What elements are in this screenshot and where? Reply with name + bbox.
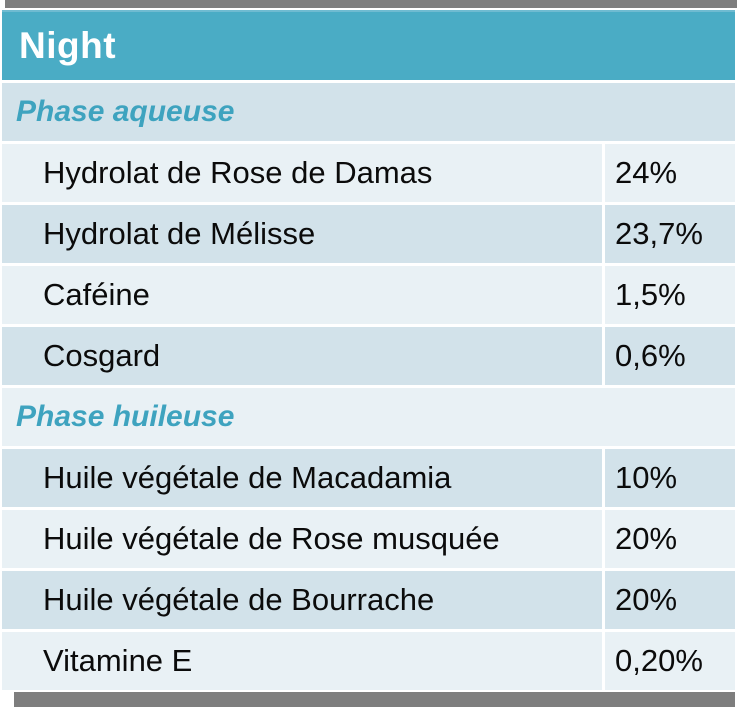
- table-row: Hydrolat de Mélisse 23,7%: [2, 205, 735, 263]
- ingredient-value: 1,5%: [605, 266, 735, 324]
- table-row: Vitamine E 0,20%: [2, 632, 735, 690]
- table-row: Caféine 1,5%: [2, 266, 735, 324]
- top-shadow-bar: [5, 0, 737, 8]
- table-row: Huile végétale de Macadamia 10%: [2, 449, 735, 507]
- formula-table: Night Phase aqueuse Hydrolat de Rose de D…: [2, 10, 735, 690]
- ingredient-value: 24%: [605, 144, 735, 202]
- table-row: Huile végétale de Bourrache 20%: [2, 571, 735, 629]
- ingredient-name: Huile végétale de Bourrache: [2, 571, 602, 629]
- table-row: Hydrolat de Rose de Damas 24%: [2, 144, 735, 202]
- ingredient-name: Huile végétale de Rose musquée: [2, 510, 602, 568]
- ingredient-value: 23,7%: [605, 205, 735, 263]
- ingredient-value: 0,6%: [605, 327, 735, 385]
- ingredient-value: 10%: [605, 449, 735, 507]
- bottom-shadow-bar: [14, 692, 735, 707]
- section-header-row: Phase huileuse: [2, 388, 735, 446]
- section-label: Phase huileuse: [2, 388, 735, 446]
- table-body: Phase aqueuse Hydrolat de Rose de Damas 24…: [2, 83, 735, 690]
- ingredient-value: 20%: [605, 510, 735, 568]
- ingredient-name: Huile végétale de Macadamia: [2, 449, 602, 507]
- ingredient-name: Hydrolat de Mélisse: [2, 205, 602, 263]
- table-title-bar: Night: [2, 10, 735, 80]
- ingredient-name: Caféine: [2, 266, 602, 324]
- table-row: Huile végétale de Rose musquée 20%: [2, 510, 735, 568]
- table-row: Cosgard 0,6%: [2, 327, 735, 385]
- section-label: Phase aqueuse: [2, 83, 735, 141]
- ingredient-name: Vitamine E: [2, 632, 602, 690]
- table-title: Night: [19, 25, 117, 66]
- ingredient-value: 20%: [605, 571, 735, 629]
- ingredient-value: 0,20%: [605, 632, 735, 690]
- ingredient-name: Hydrolat de Rose de Damas: [2, 144, 602, 202]
- section-header-row: Phase aqueuse: [2, 83, 735, 141]
- ingredient-name: Cosgard: [2, 327, 602, 385]
